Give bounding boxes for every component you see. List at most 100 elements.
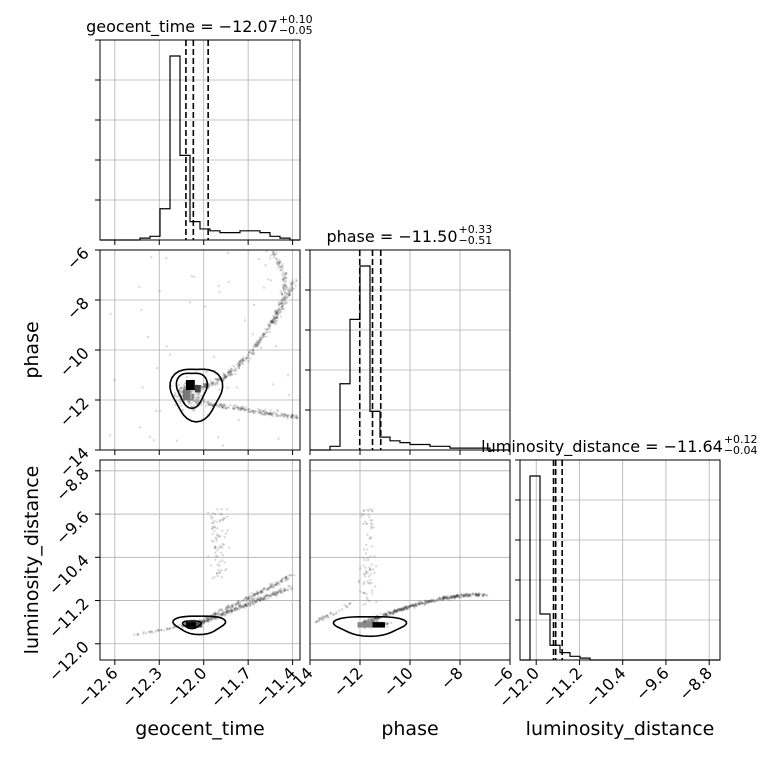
sample-point — [269, 594, 272, 597]
sample-point — [369, 535, 373, 539]
sample-point — [208, 383, 212, 387]
sample-point — [281, 578, 284, 581]
sample-point — [218, 518, 222, 522]
sample-point — [179, 404, 183, 407]
sample-point — [263, 410, 267, 414]
sample-point — [287, 574, 291, 577]
sample-point — [193, 396, 196, 399]
sample-point — [242, 357, 245, 361]
sample-point — [371, 620, 374, 623]
sample-point — [364, 569, 368, 573]
sample-point — [278, 304, 281, 307]
sample-point — [226, 508, 229, 511]
sample-point — [281, 264, 284, 268]
sample-point — [232, 369, 235, 372]
sample-point — [417, 603, 420, 606]
sample-point — [238, 363, 242, 367]
sample-point — [221, 609, 224, 613]
sample-point — [426, 600, 430, 603]
sample-point — [183, 386, 186, 389]
sample-point — [369, 507, 372, 511]
sample-point — [212, 525, 215, 528]
sample-point — [220, 404, 224, 407]
sample-point — [173, 625, 176, 629]
sample-point — [402, 608, 405, 611]
sample-point — [275, 317, 278, 320]
sample-point — [255, 600, 258, 603]
sample-point — [276, 260, 280, 264]
sample-point — [460, 593, 463, 596]
sample-point — [270, 320, 274, 323]
sample-point — [283, 297, 286, 300]
sample-point — [211, 613, 214, 617]
sample-point — [242, 605, 246, 608]
sample-point — [279, 290, 282, 293]
sample-point — [235, 602, 238, 605]
sample-point — [256, 592, 259, 595]
sample-point — [275, 320, 278, 323]
sample-point — [367, 513, 370, 516]
sample-point — [289, 415, 293, 419]
sample-point — [256, 593, 260, 596]
sample-point — [373, 571, 376, 575]
x-axis-label-geocent_time: geocent_time — [135, 718, 264, 740]
sample-point — [285, 287, 288, 290]
sample-point — [233, 368, 237, 371]
sample-point — [361, 522, 365, 526]
sample-point — [225, 610, 229, 613]
sample-point — [406, 606, 409, 609]
sample-point — [436, 598, 439, 601]
sample-point — [379, 612, 382, 615]
sample-point — [250, 592, 254, 595]
sample-point — [279, 589, 282, 592]
sample-point — [271, 251, 275, 255]
sample-point — [277, 309, 280, 312]
sample-point — [274, 412, 278, 416]
sample-point — [191, 389, 194, 393]
sample-point — [270, 413, 273, 416]
sample-point — [409, 604, 412, 607]
sample-point — [265, 330, 269, 333]
sample-point — [273, 583, 277, 587]
sample-point — [401, 606, 405, 610]
sample-point — [267, 594, 271, 597]
sample-point — [270, 320, 273, 323]
sample-point — [258, 410, 261, 414]
sample-point — [368, 568, 372, 571]
sample-point — [366, 533, 369, 536]
x-tick-label: −12.0 — [162, 663, 210, 711]
sample-point — [212, 355, 216, 359]
sample-point — [257, 595, 260, 599]
sample-point — [275, 312, 278, 315]
sample-point — [231, 603, 234, 607]
sample-point — [205, 370, 208, 374]
sample-point — [215, 520, 218, 523]
sample-point — [284, 288, 288, 291]
sample-point — [195, 398, 199, 401]
sample-point — [192, 409, 195, 412]
sample-point — [338, 609, 341, 612]
sample-point — [403, 607, 406, 611]
sample-point — [224, 407, 228, 410]
sample-point — [291, 288, 294, 291]
sample-point — [402, 606, 406, 610]
sample-point — [216, 610, 220, 614]
sample-point — [165, 257, 168, 260]
sample-point — [282, 576, 285, 580]
sample-point — [262, 596, 266, 600]
sample-point — [238, 360, 242, 363]
sample-point — [263, 596, 267, 599]
sample-point — [200, 388, 204, 391]
sample-point — [192, 392, 195, 396]
sample-point — [424, 600, 428, 604]
sample-point — [453, 594, 457, 598]
sample-point — [216, 380, 219, 383]
sample-point — [247, 350, 251, 354]
sample-point — [285, 292, 288, 295]
sample-point — [210, 521, 214, 525]
sample-point — [236, 601, 240, 605]
sample-point — [282, 289, 285, 292]
sample-point — [191, 393, 194, 397]
sample-point — [212, 521, 215, 525]
sample-point — [236, 599, 240, 603]
